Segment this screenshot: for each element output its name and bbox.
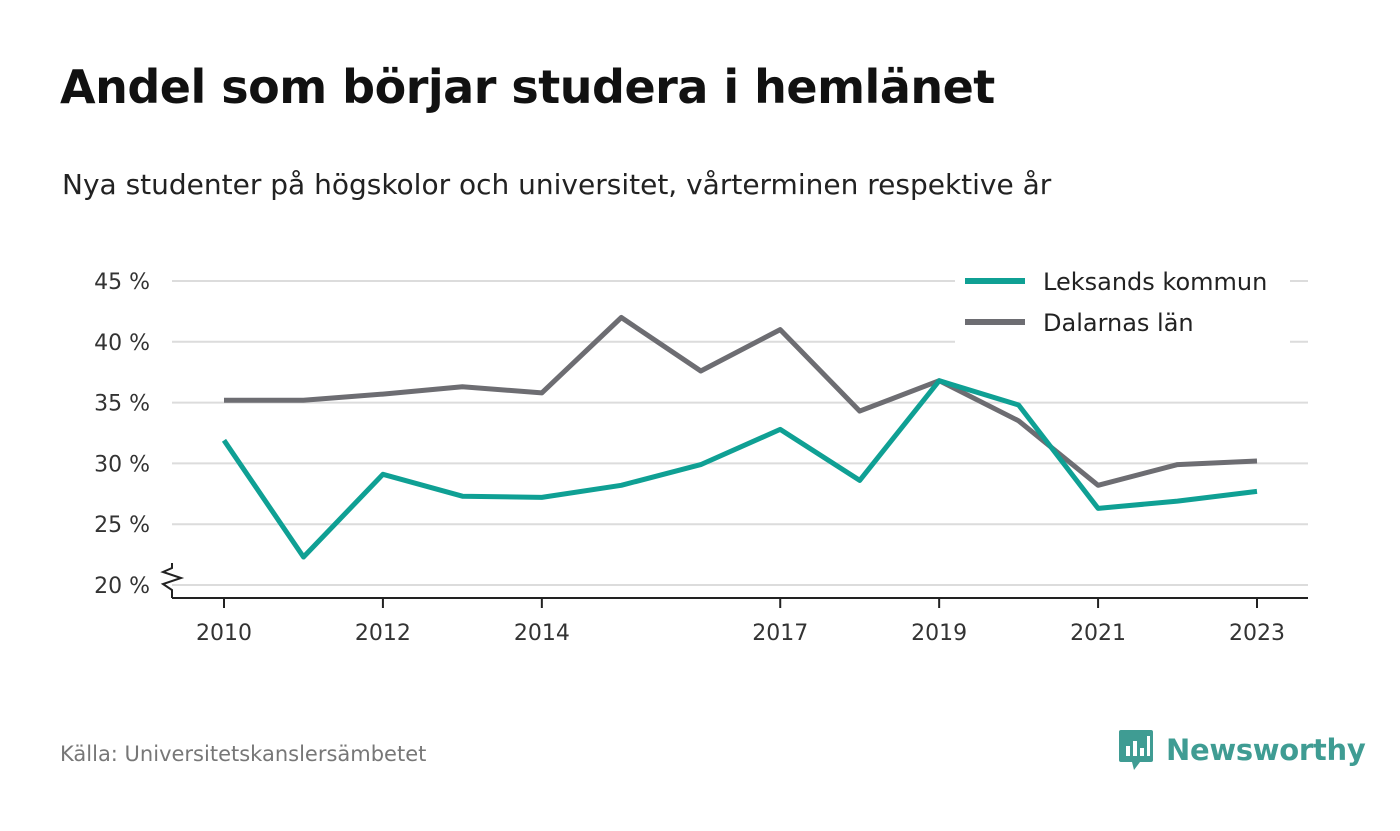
x-tick-label: 2012 — [355, 621, 411, 646]
x-axis — [160, 563, 1308, 599]
line-chart: 20 %25 %30 %35 %40 %45 % 2010 2012 2014 201… — [94, 262, 1308, 646]
legend-label: Dalarnas län — [1043, 309, 1194, 337]
x-axis-ticks: 2010 2012 2014 2017 2019 2021 2023 — [196, 598, 1285, 646]
y-tick-label: 40 % — [94, 331, 150, 356]
x-tick-label: 2023 — [1229, 621, 1285, 646]
y-tick-label: 45 % — [94, 270, 150, 295]
newsworthy-logo-icon — [1119, 730, 1153, 770]
chart-subtitle: Nya studenter på högskolor och universit… — [62, 168, 1052, 201]
x-tick-label: 2010 — [196, 621, 252, 646]
x-tick-label: 2019 — [911, 621, 967, 646]
legend: Leksands kommun Dalarnas län — [955, 262, 1290, 344]
x-tick-label: 2017 — [752, 621, 808, 646]
source-note: Källa: Universitetskanslersämbetet — [60, 742, 427, 766]
y-tick-label: 20 % — [94, 574, 150, 599]
chart-title: Andel som börjar studera i hemlänet — [60, 60, 995, 114]
series-line-dalarnas-lan — [224, 315, 1258, 488]
brand-name: Newsworthy — [1166, 733, 1366, 767]
y-tick-label: 35 % — [94, 392, 150, 417]
x-tick-label: 2021 — [1070, 621, 1126, 646]
legend-background — [955, 262, 1290, 344]
x-tick-label: 2014 — [514, 621, 570, 646]
y-axis-ticks: 20 % 25 % 30 % 35 % 40 % 45 % — [94, 270, 150, 599]
y-tick-label: 25 % — [94, 513, 150, 538]
y-tick-label: 30 % — [94, 452, 150, 477]
legend-label: Leksands kommun — [1043, 268, 1267, 296]
brand-logo: Newsworthy — [1118, 728, 1366, 772]
series-line-leksands-kommun — [221, 378, 1258, 560]
axis-break-icon — [160, 563, 185, 598]
series-lines — [221, 315, 1258, 560]
